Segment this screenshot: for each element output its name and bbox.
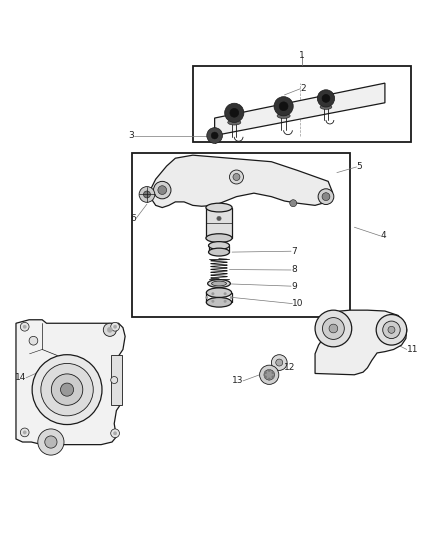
Circle shape [20, 322, 29, 331]
Text: 7: 7 [291, 247, 297, 256]
Circle shape [45, 436, 57, 448]
Circle shape [212, 300, 214, 303]
Ellipse shape [208, 248, 230, 256]
Polygon shape [315, 310, 407, 375]
Circle shape [113, 325, 117, 328]
Circle shape [264, 372, 267, 374]
Ellipse shape [228, 120, 241, 125]
Circle shape [29, 336, 38, 345]
Circle shape [111, 376, 118, 384]
Circle shape [23, 325, 26, 328]
Circle shape [290, 200, 297, 207]
Circle shape [315, 310, 352, 347]
Text: 1: 1 [299, 51, 305, 60]
Ellipse shape [206, 234, 232, 243]
Ellipse shape [320, 104, 332, 109]
Polygon shape [151, 155, 332, 207]
Circle shape [113, 432, 117, 435]
Ellipse shape [206, 297, 232, 307]
Polygon shape [16, 320, 125, 445]
Circle shape [51, 374, 83, 405]
Text: 14: 14 [14, 373, 26, 382]
Circle shape [272, 354, 287, 370]
Circle shape [264, 369, 275, 380]
Circle shape [279, 102, 288, 111]
Text: 11: 11 [407, 345, 418, 354]
Circle shape [268, 369, 271, 372]
Circle shape [230, 108, 239, 117]
Circle shape [376, 314, 407, 345]
Circle shape [205, 296, 208, 299]
Circle shape [268, 378, 271, 381]
Text: 13: 13 [232, 376, 243, 385]
Bar [111, 355, 122, 405]
Text: 10: 10 [292, 299, 304, 308]
Circle shape [158, 185, 166, 195]
Bar [132, 153, 350, 317]
Circle shape [260, 365, 279, 384]
Circle shape [224, 300, 226, 303]
Ellipse shape [277, 113, 290, 118]
Circle shape [276, 359, 283, 366]
Circle shape [20, 428, 29, 437]
Text: 2: 2 [300, 84, 306, 93]
Circle shape [322, 94, 330, 102]
Circle shape [225, 103, 244, 123]
Circle shape [144, 191, 150, 198]
Circle shape [329, 324, 338, 333]
Circle shape [272, 376, 274, 378]
Circle shape [388, 326, 395, 333]
Circle shape [318, 189, 334, 205]
Bar [206, 207, 232, 238]
Text: 6: 6 [130, 214, 136, 223]
Circle shape [274, 96, 293, 116]
Circle shape [322, 193, 330, 200]
Circle shape [60, 383, 74, 396]
Ellipse shape [206, 288, 232, 297]
Circle shape [41, 364, 93, 416]
Circle shape [107, 327, 113, 333]
Circle shape [322, 318, 344, 340]
Ellipse shape [208, 280, 230, 287]
Circle shape [139, 187, 155, 203]
Circle shape [272, 372, 274, 374]
Circle shape [233, 174, 240, 181]
Text: 4: 4 [381, 231, 386, 240]
Bar [193, 66, 411, 142]
Circle shape [23, 431, 26, 434]
Circle shape [224, 293, 226, 295]
Circle shape [111, 429, 120, 438]
Text: 8: 8 [291, 265, 297, 274]
Circle shape [230, 170, 244, 184]
Circle shape [207, 128, 223, 143]
Ellipse shape [212, 281, 226, 286]
Circle shape [383, 321, 400, 338]
Circle shape [38, 429, 64, 455]
Circle shape [103, 323, 117, 336]
Text: 5: 5 [357, 163, 362, 172]
Circle shape [212, 293, 214, 295]
Ellipse shape [206, 203, 232, 212]
Circle shape [217, 216, 221, 221]
Circle shape [153, 181, 171, 199]
Circle shape [211, 132, 218, 139]
Polygon shape [215, 83, 385, 135]
Text: 9: 9 [291, 281, 297, 290]
Ellipse shape [208, 241, 230, 249]
Circle shape [111, 322, 120, 331]
Circle shape [317, 90, 335, 107]
Circle shape [264, 376, 267, 378]
Text: 3: 3 [128, 131, 134, 140]
Text: 12: 12 [284, 364, 295, 372]
Circle shape [230, 296, 233, 299]
Circle shape [32, 354, 102, 425]
